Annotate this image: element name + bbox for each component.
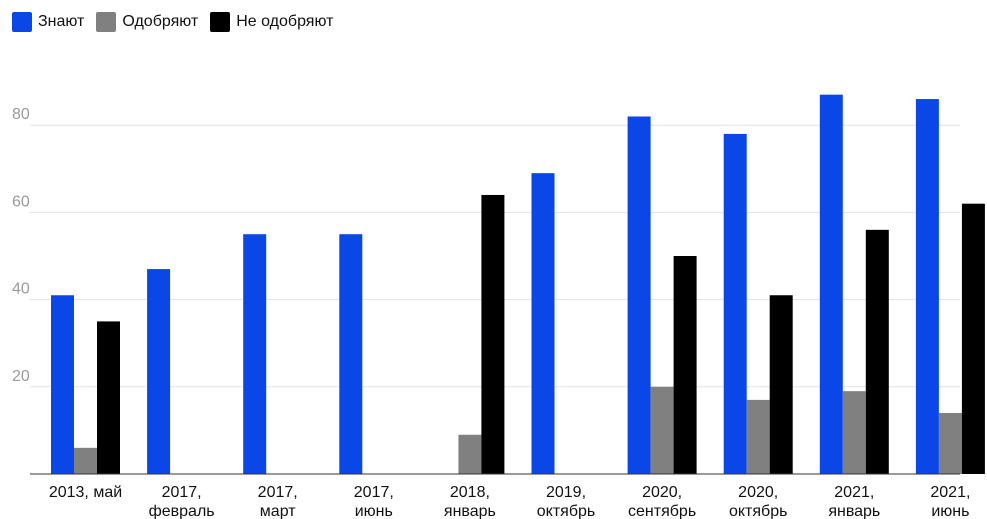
x-tick-label-line: 2020, (642, 484, 682, 501)
bar-2-7 (769, 295, 793, 474)
bar-1-0 (74, 447, 97, 474)
x-tick-label-1: 2017, февраль (149, 484, 215, 519)
bar-1-8 (842, 391, 866, 474)
y-tick-label-80: 80 (12, 106, 30, 123)
bar-2-0 (97, 321, 120, 474)
bar-1-4 (458, 434, 482, 474)
bar-1-9 (938, 412, 962, 474)
x-tick-label-line: март (260, 503, 296, 519)
x-tick-label-line: сентябрь (628, 503, 696, 519)
x-tick-label-line: 2013, май (49, 484, 122, 501)
legend-swatch-odobryayut (96, 12, 117, 32)
x-tick-label-line: 2020, (738, 484, 778, 501)
x-tick-label-line: 2017, (258, 484, 298, 501)
legend: Знают Одобряют Не одобряют (12, 12, 345, 32)
x-tick-label-line: июнь (355, 503, 393, 519)
legend-item-znayut: Знают (12, 12, 84, 32)
bar-2-8 (865, 229, 889, 474)
bar-0-2 (243, 234, 267, 474)
y-tick-label-40: 40 (12, 281, 30, 298)
legend-item-odobryayut: Одобряют (96, 12, 198, 32)
x-tick-label-6: 2020, сентябрь (628, 484, 696, 519)
x-tick-label-0: 2013, май (49, 484, 122, 501)
x-tick-label-line: февраль (149, 503, 215, 519)
x-tick-label-5: 2019, октябрь (537, 484, 595, 519)
bar-0-1 (147, 269, 171, 474)
bar-0-9 (915, 99, 939, 474)
y-tick-label-20: 20 (12, 368, 30, 385)
x-tick-label-line: 2017, (162, 484, 202, 501)
bar-2-9 (961, 203, 985, 474)
bar-2-4 (481, 194, 505, 474)
bar-0-3 (339, 234, 363, 474)
x-tick-label-line: 2021, (834, 484, 874, 501)
x-tick-label-line: 2017, (354, 484, 394, 501)
x-tick-label-line: январь (444, 503, 496, 519)
x-tick-label-4: 2018, январь (444, 484, 496, 519)
bar-1-6 (650, 386, 674, 474)
legend-swatch-ne-odobryayut (210, 12, 231, 32)
x-tick-label-7: 2020, октябрь (729, 484, 787, 519)
bar-1-7 (746, 399, 770, 474)
legend-label-znayut: Знают (38, 13, 85, 30)
y-tick-label-60: 60 (12, 193, 30, 210)
x-tick-label-line: октябрь (537, 503, 595, 519)
x-tick-label-9: 2021, июнь (930, 484, 970, 519)
x-tick-label-line: октябрь (729, 503, 787, 519)
bar-2-6 (673, 256, 697, 474)
legend-swatch-znayut (12, 12, 32, 32)
legend-item-ne-odobryayut: Не одобряют (210, 12, 333, 32)
bar-0-5 (531, 173, 555, 474)
x-tick-label-line: январь (828, 503, 880, 519)
x-tick-label-2: 2017, март (258, 484, 298, 519)
bar-0-6 (627, 116, 651, 474)
x-tick-label-line: 2021, (930, 484, 970, 501)
x-tick-label-8: 2021, январь (828, 484, 880, 519)
bar-0-7 (723, 133, 747, 475)
legend-label-odobryayut: Одобряют (122, 13, 199, 30)
bar-0-0 (51, 295, 74, 474)
bar-0-8 (819, 94, 843, 475)
x-tick-label-line: 2018, (450, 484, 490, 501)
x-tick-label-3: 2017, июнь (354, 484, 394, 519)
x-tick-label-line: 2019, (546, 484, 586, 501)
x-tick-label-line: июнь (931, 503, 969, 519)
legend-label-ne-odobryayut: Не одобряют (236, 13, 334, 30)
